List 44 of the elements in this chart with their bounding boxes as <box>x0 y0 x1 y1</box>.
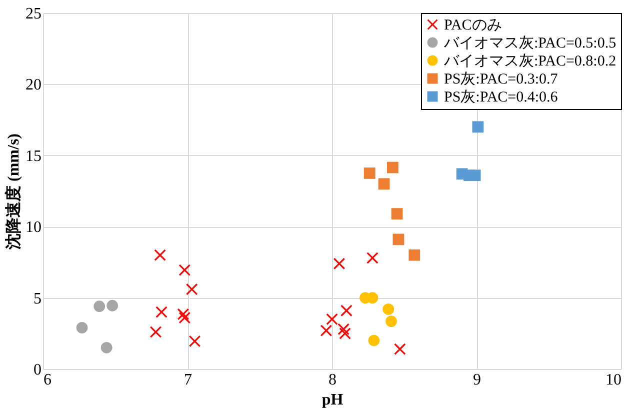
point <box>391 208 403 220</box>
point <box>156 306 168 318</box>
y-tick-label: 10 <box>26 219 42 236</box>
x-axis-title: pH <box>322 392 344 408</box>
y-tick-label: 25 <box>26 6 42 22</box>
legend-label: PS灰:PAC=0.4:0.6 <box>444 90 558 106</box>
x-tick-label: 7 <box>184 372 192 388</box>
legend-label: PACのみ <box>444 18 502 34</box>
point <box>472 121 484 133</box>
y-tick-label: 15 <box>26 148 42 165</box>
point <box>154 249 166 261</box>
legend-label: バイオマス灰:PAC=0.8:0.2 <box>443 54 616 70</box>
point <box>186 284 198 295</box>
point <box>106 300 118 312</box>
point <box>364 168 376 179</box>
point <box>178 264 190 276</box>
x-tick-label: 6 <box>44 372 52 388</box>
point <box>76 322 88 334</box>
point <box>408 249 420 261</box>
point <box>366 252 378 264</box>
point <box>378 178 390 190</box>
y-tick-label: 5 <box>34 290 42 308</box>
point <box>386 162 398 174</box>
point <box>386 316 397 327</box>
x-tick-label: 8 <box>328 372 336 388</box>
legend-label: PS灰:PAC=0.3:0.7 <box>444 72 558 88</box>
y-tick-label: 20 <box>26 76 42 94</box>
y-axis-title: 沈降速度 (mm/s) <box>4 134 22 250</box>
point <box>392 234 404 246</box>
y-tick-label: 0 <box>34 362 42 378</box>
point <box>394 343 406 355</box>
point <box>334 258 345 270</box>
point <box>368 334 380 346</box>
point <box>189 336 200 347</box>
x-tick-label: 9 <box>473 372 481 388</box>
legend-label: バイオマス灰:PAC=0.5:0.5 <box>443 36 616 52</box>
point <box>100 342 112 354</box>
point <box>94 300 106 312</box>
point <box>340 304 352 316</box>
x-tick-label: 10 <box>606 372 622 388</box>
point <box>464 170 475 182</box>
point <box>339 328 351 340</box>
point <box>382 304 394 315</box>
point <box>178 312 190 324</box>
